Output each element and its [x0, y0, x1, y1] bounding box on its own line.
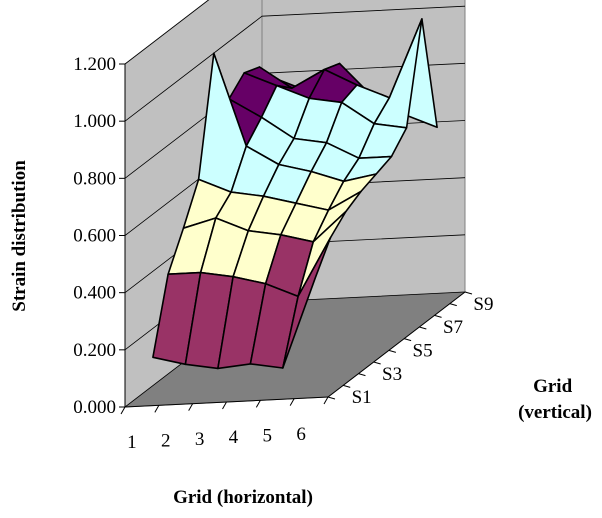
y-tick-mark	[403, 338, 412, 342]
z-tick-label: 0.200	[73, 340, 116, 361]
z-tick-label: 0.000	[73, 397, 116, 418]
y-tick-mark	[464, 291, 473, 295]
z-axis-title: Strain distribution	[9, 160, 30, 312]
z-gridline	[124, 5, 466, 122]
z-tick-label: 1.200	[73, 54, 116, 75]
y-axis-tick-labels: S1 S3 S5 S7 S9	[352, 294, 494, 408]
y-tick-mark	[419, 326, 427, 330]
y-axis-title-line1: Grid	[533, 376, 572, 397]
x-tick-mark	[255, 400, 261, 408]
y-tick-label: S1	[352, 387, 372, 408]
x-axis-title: Grid (horizontal)	[173, 487, 313, 508]
z-tick-label: 1.000	[73, 111, 116, 132]
x-tick-mark	[120, 406, 126, 415]
y-tick-label: S7	[443, 317, 463, 338]
y-axis-line	[327, 291, 466, 398]
z-axis-tick-labels: 0.000 0.200 0.400 0.600 0.800 1.000 1.200	[73, 54, 116, 418]
y-tick-mark	[449, 303, 457, 307]
y-axis-title-line2: (vertical)	[518, 402, 592, 423]
y-axis-title: Grid (vertical)	[518, 376, 592, 423]
y-tick-mark	[388, 349, 397, 353]
y-tick-label: S3	[382, 364, 402, 385]
x-tick-label: 5	[263, 426, 273, 447]
x-tick-mark	[323, 396, 329, 405]
x-tick-label: 6	[296, 424, 306, 445]
x-tick-label: 4	[229, 427, 239, 448]
x-tick-mark	[154, 405, 160, 413]
x-tick-mark	[222, 401, 227, 410]
y-tick-label: S9	[473, 294, 493, 315]
x-tick-mark	[188, 403, 194, 411]
z-tick-label: 0.600	[73, 226, 116, 247]
y-tick-label: S5	[413, 341, 433, 362]
x-tick-mark	[289, 398, 295, 406]
y-tick-mark	[343, 384, 351, 388]
x-tick-label: 1	[127, 432, 137, 453]
chart-axes	[119, 63, 473, 415]
z-gridline	[124, 0, 210, 65]
y-tick-mark	[434, 314, 442, 318]
surface-plot	[152, 18, 438, 370]
x-axis-tick-labels: 1 2 3 4 5 6	[127, 424, 306, 453]
z-tick-label: 0.800	[73, 168, 116, 189]
surface-cell	[281, 236, 332, 369]
x-tick-label: 3	[195, 429, 205, 450]
z-tick-label: 0.400	[73, 283, 116, 304]
y-tick-mark	[358, 373, 366, 377]
x-tick-label: 2	[161, 431, 171, 452]
y-tick-mark	[373, 361, 381, 365]
y-tick-mark	[327, 396, 336, 400]
